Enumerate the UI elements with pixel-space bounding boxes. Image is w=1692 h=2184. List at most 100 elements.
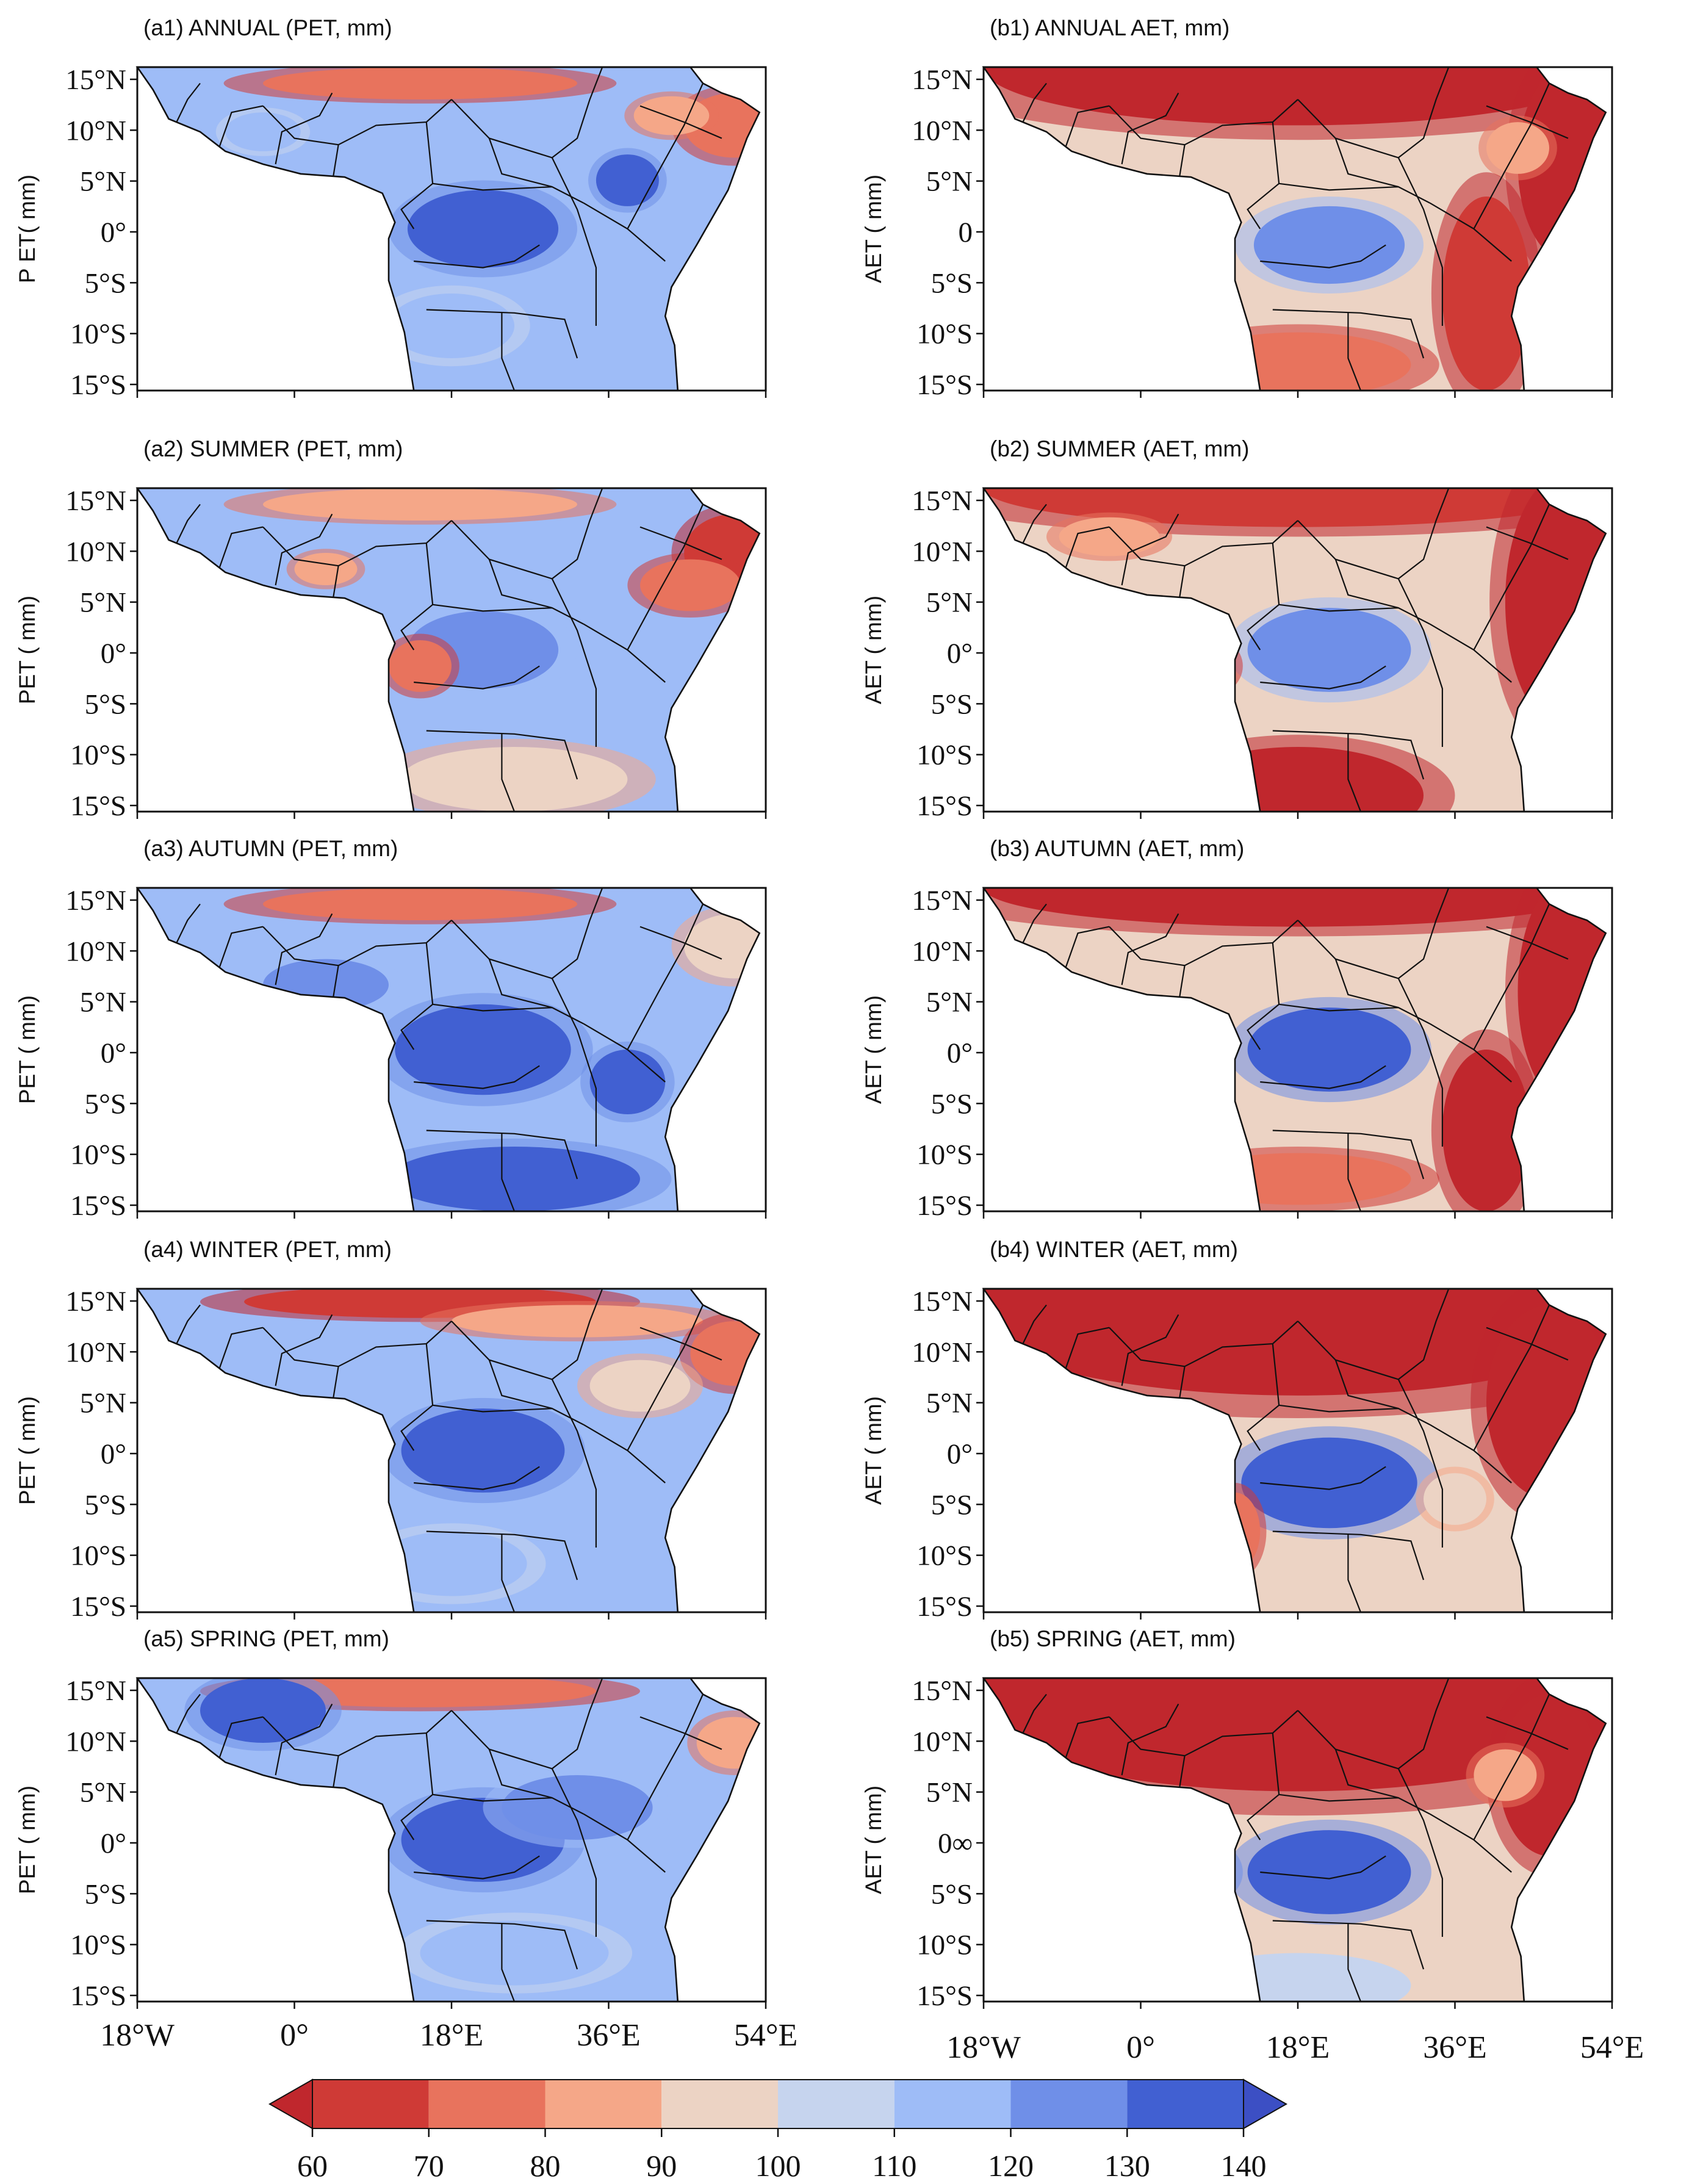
country-border bbox=[1020, 82, 1047, 126]
country-border bbox=[1109, 926, 1185, 967]
lat-tick-label: 10°S bbox=[70, 740, 126, 771]
lat-tick-label: 5°S bbox=[931, 1088, 973, 1120]
lat-tick-label: 5°S bbox=[85, 1489, 126, 1521]
country-border bbox=[627, 83, 704, 229]
lat-tick-label: 15°N bbox=[65, 885, 126, 917]
country-border bbox=[1334, 959, 1399, 1009]
lat-tick-label: 5°S bbox=[931, 688, 973, 720]
country-border bbox=[426, 730, 578, 780]
country-border bbox=[1121, 1314, 1179, 1386]
country-border bbox=[1278, 1404, 1430, 1425]
country-border bbox=[262, 926, 339, 967]
map-panel-a3: (a3) AUTUMN (PET, mm) 15°N 10°N 5°N 0° 5°S 10°… bbox=[15, 836, 767, 1222]
country-border bbox=[1397, 578, 1444, 747]
map-panel-b1: (b1) ANNUAL AET, mm) 15°N 10°N 5°N 0 5°S 10°S 1… bbox=[861, 15, 1613, 401]
lon-tick-label: 54°E bbox=[734, 2018, 798, 2053]
field-contour bbox=[984, 1289, 1606, 1396]
lat-tick-label: 5°N bbox=[80, 987, 126, 1018]
lat-tick-label: 10°N bbox=[912, 536, 973, 568]
lat-tick-label: 15°N bbox=[912, 64, 973, 96]
field-contour bbox=[200, 1678, 326, 1743]
lat-tick-label: 10°N bbox=[912, 1336, 973, 1368]
lat-tick-label: 5°N bbox=[926, 1777, 973, 1809]
field-contour bbox=[376, 1531, 527, 1596]
y-axis-label: AET ( mm) bbox=[861, 1396, 886, 1505]
country-border bbox=[451, 1678, 603, 1770]
lat-tick-label: 10°N bbox=[912, 115, 973, 146]
country-border bbox=[1064, 926, 1110, 969]
lon-tick-label: 54°E bbox=[1580, 2030, 1644, 2065]
lat-tick-label: 0° bbox=[101, 217, 126, 248]
y-axis-label: AET ( mm) bbox=[861, 175, 886, 283]
country-border bbox=[1247, 1343, 1280, 1451]
lat-tick-label: 10°S bbox=[70, 1139, 126, 1171]
country-border bbox=[331, 99, 452, 184]
lat-tick-label: 0∞ bbox=[938, 1828, 973, 1859]
country-border bbox=[331, 1710, 452, 1795]
country-border bbox=[1178, 1321, 1298, 1405]
lat-tick-label: 15°S bbox=[70, 1190, 126, 1222]
lat-tick-label: 0° bbox=[101, 638, 126, 669]
country-border bbox=[1473, 1694, 1550, 1840]
colorbar-segment bbox=[894, 2080, 1011, 2128]
country-border bbox=[414, 244, 540, 268]
map-panel-b3: (b3) AUTUMN (AET, mm) 15°N 10°N 5°N 0° 5°S 10°… bbox=[861, 836, 1613, 1222]
field-contour bbox=[263, 488, 577, 521]
country-border bbox=[1178, 99, 1298, 184]
field-contour bbox=[1253, 206, 1405, 284]
country-border bbox=[1121, 513, 1179, 586]
country-border bbox=[1278, 1793, 1430, 1815]
country-border bbox=[1297, 1289, 1450, 1380]
panel-title: (b1) ANNUAL AET, mm) bbox=[990, 15, 1229, 40]
country-border bbox=[1486, 1716, 1569, 1750]
field-contour bbox=[389, 640, 452, 692]
lat-tick-label: 15°S bbox=[916, 369, 973, 401]
country-border bbox=[1347, 733, 1362, 812]
country-border bbox=[400, 121, 434, 229]
field-contour bbox=[1247, 1830, 1411, 1914]
country-border bbox=[501, 733, 516, 812]
lat-tick-label: 0° bbox=[101, 1037, 126, 1069]
country-border bbox=[414, 1855, 540, 1879]
lat-tick-label: 10°S bbox=[70, 1930, 126, 1961]
country-border bbox=[1429, 1424, 1512, 1483]
colorbar-label: 100 bbox=[755, 2149, 801, 2183]
country-border bbox=[1247, 121, 1280, 229]
field-contour bbox=[389, 294, 514, 358]
lat-tick-label: 15°N bbox=[912, 1675, 973, 1707]
country-border bbox=[639, 1327, 722, 1361]
map-panel-b4: (b4) WINTER (AET, mm) 15°N 10°N 5°N 0° 5°S 10°… bbox=[861, 1237, 1613, 1623]
colorbar-label: 80 bbox=[530, 2149, 561, 2183]
lat-tick-label: 10°S bbox=[70, 1540, 126, 1572]
country-border bbox=[275, 513, 333, 586]
country-border bbox=[501, 312, 516, 391]
country-border bbox=[1397, 978, 1444, 1147]
country-border bbox=[218, 1716, 264, 1759]
country-border bbox=[1473, 504, 1550, 651]
lon-tick-label: 18°W bbox=[100, 2018, 175, 2053]
country-border bbox=[551, 157, 597, 326]
panel-title: (a1) ANNUAL (PET, mm) bbox=[143, 15, 392, 40]
lat-tick-label: 0° bbox=[947, 1438, 973, 1470]
lat-tick-label: 5°N bbox=[926, 987, 973, 1018]
colorbar-extend-low bbox=[268, 2078, 313, 2130]
country-border bbox=[1247, 1732, 1280, 1840]
country-border bbox=[1347, 312, 1362, 391]
country-border bbox=[1278, 182, 1430, 204]
field-contour bbox=[589, 1050, 666, 1114]
colorbar-extend-high bbox=[1243, 2078, 1288, 2130]
country-border bbox=[262, 1327, 339, 1368]
lon-tick-label: 18°E bbox=[420, 2018, 484, 2053]
country-border bbox=[1020, 903, 1047, 946]
panel-title: (a3) AUTUMN (PET, mm) bbox=[143, 836, 398, 861]
country-border bbox=[451, 67, 603, 159]
y-axis-label: PET ( mm) bbox=[15, 995, 40, 1104]
map-panel-a1: (a1) ANNUAL (PET, mm) 15°N 10°N 5°N 0° 5°S 10°… bbox=[15, 15, 767, 401]
country-border bbox=[627, 904, 704, 1050]
lat-tick-label: 15°S bbox=[70, 1980, 126, 2012]
colorbar-segment bbox=[312, 2080, 429, 2128]
country-border bbox=[1347, 1923, 1362, 2002]
lat-tick-label: 15°S bbox=[70, 790, 126, 822]
country-border bbox=[1429, 1813, 1512, 1873]
lat-tick-label: 15°S bbox=[70, 369, 126, 401]
